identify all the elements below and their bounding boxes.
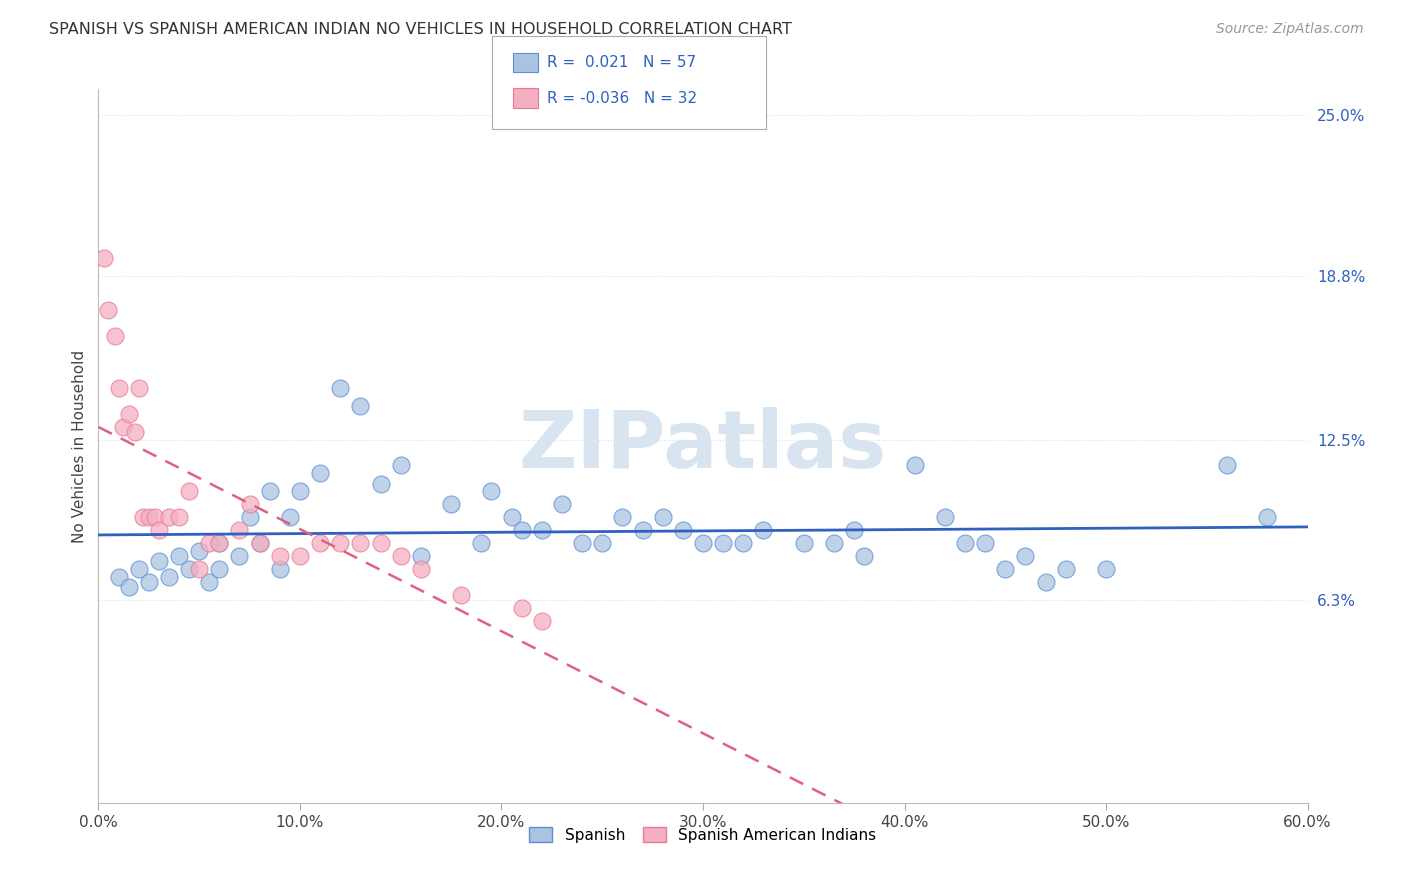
Legend: Spanish, Spanish American Indians: Spanish, Spanish American Indians (523, 821, 883, 848)
Point (103, 328, 125, 343)
Y-axis label: No Vehicles in Household: No Vehicles in Household (72, 350, 87, 542)
Point (188, 544, 211, 558)
Text: SPANISH VS SPANISH AMERICAN INDIAN NO VEHICLES IN HOUSEHOLD CORRELATION CHART: SPANISH VS SPANISH AMERICAN INDIAN NO VE… (49, 22, 792, 37)
Point (672, 524, 695, 538)
Point (239, 510, 262, 524)
Point (239, 497, 262, 511)
Point (409, 562, 432, 576)
Point (974, 536, 997, 550)
Point (823, 536, 845, 550)
Point (1035, 575, 1057, 590)
Point (844, 524, 866, 538)
Point (793, 536, 815, 550)
Point (329, 381, 352, 395)
Point (228, 524, 250, 538)
Point (128, 381, 150, 395)
Point (389, 549, 412, 564)
Point (953, 536, 976, 550)
Point (309, 467, 332, 481)
Text: R =  0.021   N = 57: R = 0.021 N = 57 (547, 55, 696, 70)
Point (143, 510, 166, 524)
Point (481, 484, 503, 499)
Point (389, 458, 412, 473)
Point (198, 575, 221, 590)
Point (349, 399, 371, 413)
Point (208, 536, 231, 550)
Point (208, 562, 231, 576)
Point (138, 510, 160, 524)
Point (249, 536, 271, 550)
Point (278, 510, 301, 524)
Point (128, 562, 150, 576)
Point (198, 536, 221, 550)
Point (107, 381, 129, 395)
Point (530, 614, 553, 628)
Point (138, 575, 160, 590)
Point (1095, 562, 1118, 576)
Point (132, 510, 155, 524)
Point (1054, 562, 1077, 576)
Point (329, 536, 352, 550)
Point (733, 536, 755, 550)
Point (179, 484, 201, 499)
Point (612, 510, 634, 524)
Point (269, 562, 291, 576)
Point (93, 251, 115, 265)
Point (259, 484, 281, 499)
Point (1014, 549, 1036, 564)
Point (157, 570, 180, 584)
Point (370, 476, 392, 491)
Point (450, 588, 472, 602)
Point (179, 562, 201, 576)
Point (148, 524, 170, 538)
Point (118, 407, 141, 421)
Point (470, 536, 492, 550)
Point (934, 510, 956, 524)
Point (208, 536, 231, 550)
Point (370, 536, 392, 550)
Point (269, 549, 291, 564)
Point (853, 549, 876, 564)
Point (501, 510, 523, 524)
Point (510, 601, 533, 615)
Point (118, 581, 141, 595)
Point (228, 549, 250, 564)
Point (124, 425, 146, 439)
Point (1216, 458, 1239, 473)
Text: ZIPatlas: ZIPatlas (519, 407, 887, 485)
Point (97, 302, 120, 317)
Point (111, 419, 134, 434)
Point (692, 536, 714, 550)
Point (510, 524, 533, 538)
Point (631, 524, 654, 538)
Point (571, 536, 593, 550)
Point (440, 497, 463, 511)
Point (107, 570, 129, 584)
Point (148, 554, 170, 568)
Point (309, 536, 332, 550)
Point (409, 549, 432, 564)
Text: Source: ZipAtlas.com: Source: ZipAtlas.com (1216, 22, 1364, 37)
Point (349, 536, 371, 550)
Point (651, 510, 673, 524)
Point (157, 510, 180, 524)
Text: R = -0.036   N = 32: R = -0.036 N = 32 (547, 91, 697, 105)
Point (167, 549, 190, 564)
Point (288, 549, 311, 564)
Point (904, 458, 927, 473)
Point (167, 510, 190, 524)
Point (288, 484, 311, 499)
Point (591, 536, 613, 550)
Point (711, 536, 734, 550)
Point (530, 524, 553, 538)
Point (1256, 510, 1278, 524)
Point (551, 497, 574, 511)
Point (752, 524, 775, 538)
Point (994, 562, 1017, 576)
Point (188, 562, 211, 576)
Point (249, 536, 271, 550)
